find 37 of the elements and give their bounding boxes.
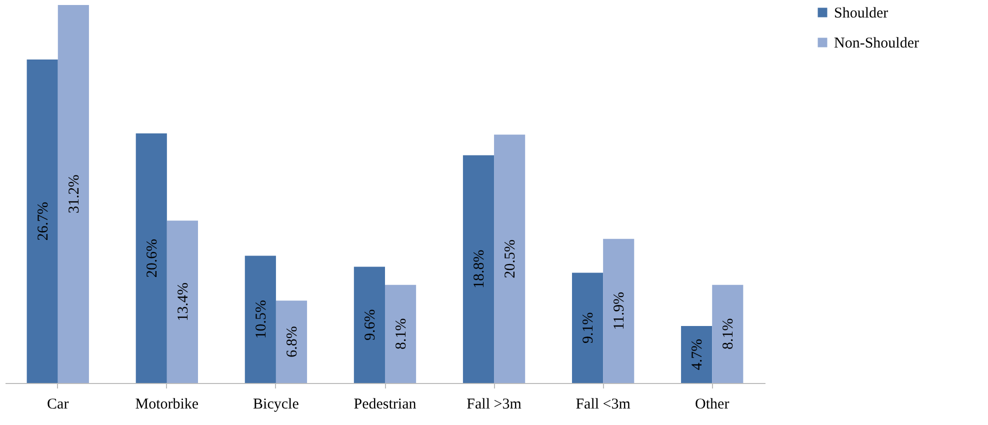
data-label: 11.9% — [612, 292, 628, 330]
data-label: 18.8% — [472, 250, 488, 288]
x-tick-label: Other — [695, 396, 730, 412]
x-tick-label: Pedestrian — [354, 396, 417, 412]
bar — [494, 134, 526, 383]
bar — [354, 266, 385, 383]
data-label: 26.7% — [35, 202, 52, 241]
bar — [276, 300, 308, 383]
bar — [462, 155, 494, 383]
x-tick-label: Car — [47, 396, 69, 412]
bar — [136, 133, 167, 383]
bar — [603, 238, 634, 383]
x-tick-label: Motorbike — [135, 396, 199, 412]
data-label: 13.4% — [175, 282, 192, 322]
data-label: 8.1% — [394, 318, 410, 350]
bar — [572, 272, 604, 383]
data-label: 4.7% — [690, 338, 706, 370]
data-label: 20.5% — [502, 239, 519, 278]
data-label: 31.2% — [66, 174, 82, 214]
x-tick-label: Fall <3m — [576, 396, 631, 412]
bar — [26, 60, 58, 383]
data-label: 6.8% — [284, 326, 300, 358]
data-label: 8.1% — [720, 318, 737, 350]
data-label: 9.6% — [362, 309, 378, 340]
bar — [166, 220, 198, 383]
data-label: 9.1% — [580, 312, 597, 344]
bar — [681, 326, 712, 383]
bar — [712, 284, 744, 383]
x-tick-label: Fall >3m — [466, 396, 522, 412]
bar — [58, 5, 89, 383]
x-tick-label: Bicycle — [253, 396, 300, 412]
bar — [385, 284, 416, 383]
legend-label: Shoulder — [834, 6, 888, 22]
bar — [244, 256, 276, 383]
legend-label: Non-Shoulder — [834, 36, 919, 52]
data-label: 10.5% — [253, 300, 270, 339]
data-label: 20.6% — [144, 238, 160, 278]
